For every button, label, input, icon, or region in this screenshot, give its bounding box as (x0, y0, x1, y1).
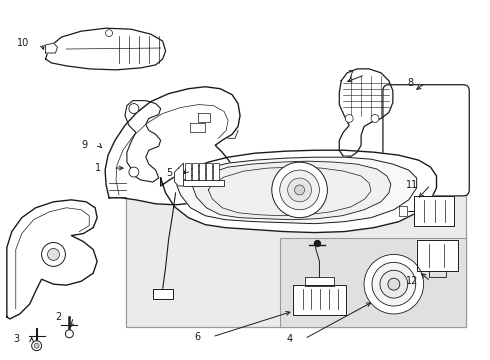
Polygon shape (414, 196, 454, 226)
Text: 8: 8 (408, 78, 414, 88)
Polygon shape (293, 285, 346, 315)
Circle shape (42, 243, 65, 266)
Polygon shape (46, 28, 166, 70)
Circle shape (272, 162, 327, 218)
Circle shape (315, 240, 320, 247)
Text: 6: 6 (194, 332, 200, 342)
Text: 2: 2 (55, 312, 61, 322)
Circle shape (380, 270, 408, 298)
Polygon shape (7, 200, 97, 319)
Circle shape (34, 343, 39, 348)
Circle shape (388, 278, 400, 290)
Circle shape (322, 183, 328, 189)
Text: 9: 9 (81, 140, 87, 150)
Circle shape (364, 255, 424, 314)
Polygon shape (161, 150, 437, 233)
Circle shape (65, 330, 74, 338)
Polygon shape (175, 157, 416, 224)
Text: 3: 3 (14, 334, 20, 344)
Polygon shape (153, 289, 172, 299)
Circle shape (288, 178, 312, 202)
Bar (126, 158, 466, 327)
Polygon shape (46, 43, 57, 53)
FancyBboxPatch shape (182, 180, 224, 186)
Circle shape (129, 167, 139, 177)
Polygon shape (339, 69, 393, 156)
Text: 1: 1 (95, 163, 101, 173)
Polygon shape (305, 277, 334, 286)
FancyBboxPatch shape (193, 163, 198, 181)
Polygon shape (193, 161, 391, 220)
Circle shape (32, 341, 42, 351)
Polygon shape (105, 87, 240, 205)
FancyBboxPatch shape (185, 163, 192, 181)
Polygon shape (416, 239, 458, 271)
Text: 12: 12 (406, 276, 418, 286)
Bar (280, 238, 466, 327)
FancyBboxPatch shape (383, 85, 469, 196)
Polygon shape (174, 163, 183, 186)
Text: 5: 5 (166, 168, 172, 178)
FancyBboxPatch shape (199, 163, 205, 181)
Circle shape (371, 114, 379, 122)
Circle shape (129, 104, 139, 113)
FancyBboxPatch shape (206, 163, 212, 181)
Circle shape (345, 114, 353, 122)
Text: 11: 11 (406, 180, 418, 190)
Circle shape (372, 262, 416, 306)
Polygon shape (198, 113, 210, 122)
FancyBboxPatch shape (213, 163, 219, 181)
Text: 7: 7 (347, 70, 353, 80)
Text: 4: 4 (287, 334, 293, 344)
Polygon shape (399, 206, 407, 216)
Polygon shape (125, 100, 161, 182)
Circle shape (280, 170, 319, 210)
Circle shape (48, 248, 59, 260)
Circle shape (294, 185, 305, 195)
Polygon shape (191, 123, 205, 132)
Circle shape (105, 30, 113, 37)
Text: 10: 10 (18, 38, 30, 48)
